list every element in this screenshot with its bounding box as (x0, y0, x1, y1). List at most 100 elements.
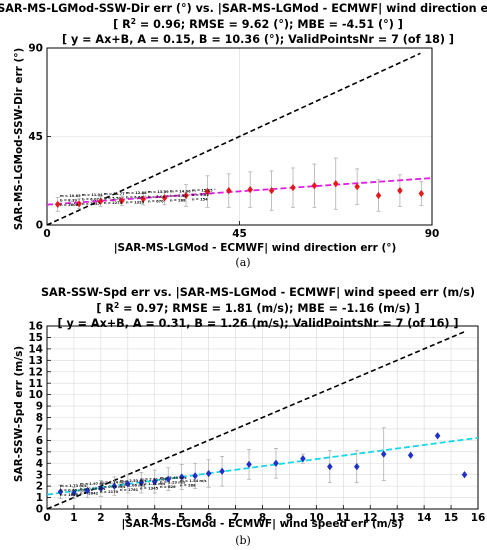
chart-b-stat-annotation: m = 2.81 m/s (140, 477, 167, 481)
chart-a-data-point (204, 187, 211, 196)
chart-b-xtick-label: 4 (151, 512, 158, 524)
chart-b-xtick-label: 5 (178, 512, 185, 524)
chart-a-xlabel: |SAR-MS-LGMod - ECMWF| wind direction er… (114, 242, 397, 254)
chart-a-axes-frame (46, 47, 433, 226)
chart-b-xtick-label: 16 (471, 512, 486, 524)
chart-b-ytick-label: 5 (36, 446, 43, 458)
chart-b-xtick-label: 13 (390, 512, 405, 524)
chart-b-ytick-label: 12 (28, 366, 43, 378)
chart-a-subtitle-suffix: = 0.96; RMSE = 9.62 (°); MBE = -4.51 (°)… (136, 18, 403, 31)
chart-a-data-point (226, 186, 232, 195)
chart-b-title: SAR-SSW-Spd err vs. |SAR-MS-LGMod - ECMW… (41, 286, 475, 299)
chart-a-data-point (183, 191, 189, 200)
chart-a-subtitle-prefix: [ R (113, 18, 131, 31)
chart-b-stat-annotation: n = 1656 (60, 493, 79, 497)
chart-a-data-point (375, 191, 382, 200)
chart-a-stat-annotation: b = 5.09 ° (148, 195, 168, 199)
chart-a-data-point (418, 189, 425, 198)
chart-b-ytick-label: 7 (36, 424, 43, 436)
chart-a-stat-annotation: b = 8.39 ° (60, 198, 80, 202)
chart-a-data-point (354, 182, 360, 191)
chart-b-panel-label: (b) (235, 534, 251, 547)
chart-a-ytick-label: 90 (28, 43, 43, 55)
chart-a-stat-annotation: m = 11.04 ° (82, 193, 106, 197)
chart-b-data-point (300, 454, 306, 463)
chart-b-stat-annotation: b = 0.86 m/s (80, 487, 105, 491)
chart-a-data-point (76, 200, 82, 208)
chart-b-identity-line (46, 330, 466, 510)
chart-a-data-point (54, 200, 61, 209)
chart-a-data-point (332, 179, 339, 188)
chart-b-stat-annotation: m = 1.73 m/s (60, 484, 87, 488)
chart-b-ytick-label: 16 (28, 321, 43, 333)
chart-b-xtick-label: 6 (205, 512, 212, 524)
chart-b-data-point (125, 480, 131, 488)
chart-b-xtick-label: 2 (97, 512, 104, 524)
chart-a-stat-annotation: n = 288 (170, 199, 186, 203)
chart-b-ytick-label: 11 (28, 378, 43, 390)
chart-a-panel-label: (a) (235, 256, 250, 269)
chart-b-ytick-label: 10 (28, 389, 43, 401)
chart-a-data-point (119, 197, 125, 205)
chart-a-ytick-label: 45 (28, 131, 43, 143)
chart-b-xtick-label: 10 (309, 512, 324, 524)
chart-a-title: SAR-MS-LGMod-SSW-Dir err (°) vs. |SAR-MS… (0, 2, 487, 15)
chart-a-stat-annotation: m = 11.77 ° (104, 192, 128, 196)
chart-b-stat-annotation: b = 0.96 m/s (100, 485, 125, 489)
chart-b-xtick-label: 8 (259, 512, 266, 524)
chart-b-data-point (138, 478, 145, 487)
chart-a-stat-annotation: n = 2608 (60, 203, 79, 207)
chart-b-data-point (273, 459, 279, 467)
chart-b-data-point (407, 451, 414, 459)
chart-a-stat-annotation: n = 670 (148, 199, 164, 203)
chart-b-ytick-label: 13 (28, 355, 43, 367)
chart-b-data-point (205, 469, 212, 478)
chart-a-plot: 0 45 90 0 45 90 n = 2608 n = 3137 n = 2274 n = 13… (28, 43, 439, 240)
chart-b-data-point (327, 462, 333, 471)
chart-a-data-point (140, 195, 147, 203)
chart-b-xtick-label: 14 (417, 512, 432, 524)
chart-a-stat-annotation: n = 3137 (82, 202, 101, 206)
chart-b-xtick-label: 12 (363, 512, 378, 524)
chart-b-subtitle-suffix: = 0.97; RMSE = 1.81 (m/s); MBE = -1.16 (… (119, 302, 419, 315)
chart-b-fit-line (46, 436, 479, 496)
chart-b-ytick-label: 0 (36, 504, 43, 516)
chart-b-plot: 0 1 2 3 4 5 6 7 8 9 10 11 12 13 14 15 160123456789101112… (28, 321, 485, 524)
chart-b-ytick-label: 9 (36, 401, 43, 413)
chart-a-data-point (311, 181, 318, 190)
chart-a-xtick-label: 45 (232, 228, 247, 240)
chart-panel-b: SAR-SSW-Spd err vs. |SAR-MS-LGMod - ECMW… (13, 286, 485, 547)
chart-a-stat-annotation: n = 1320 (126, 200, 145, 204)
chart-b-xtick-label: 11 (336, 512, 351, 524)
chart-a-stat-annotation: m = 12.88 ° (126, 191, 150, 195)
chart-b-data-point (434, 432, 441, 440)
chart-b-ytick-label: 6 (36, 435, 43, 447)
chart-b-stat-annotation: m = 1.54 m/s (180, 479, 207, 483)
chart-b-data-point (219, 467, 225, 475)
chart-b-stat-annotation: b = 1.23 m/s (160, 480, 185, 484)
chart-b-stat-annotation: n = 1345 (140, 487, 159, 491)
chart-b-ytick-label: 15 (28, 332, 43, 344)
chart-b-xtick-label: 7 (232, 512, 239, 524)
chart-a-stat-annotation: m = 10.85 ° (60, 194, 84, 198)
chart-a-ylabel: SAR-MS-LGMod-SSW-Dir err (°) (13, 48, 25, 231)
chart-a-stat-annotation: n = 2274 (104, 201, 123, 205)
chart-b-stat-annotation: b = 1.06 m/s (120, 484, 145, 488)
chart-b-stat-annotation: m = 3.40 m/s (160, 476, 187, 480)
chart-b-ylabel: SAR-SSW-Spd err (m/s) (13, 346, 25, 482)
chart-b-stat-annotation: b = 0.66 m/s (60, 488, 85, 492)
chart-b-xlabel: |SAR-MS-LGMod - ECMWF| wind speed err (m… (122, 518, 403, 530)
chart-b-stat-annotation: m = 2.53 m/s (120, 479, 147, 483)
chart-b-stat-annotation: m = 1.97 m/s (80, 482, 107, 486)
chart-b-ytick-label: 8 (36, 412, 43, 424)
chart-b-stat-annotation: n = 2170 (100, 490, 119, 494)
chart-b-stat-annotation: n = 1761 (120, 488, 139, 492)
chart-b-ytick-label: 14 (28, 343, 43, 355)
chart-b-data-point (353, 462, 360, 471)
chart-a-stat-annotation: b = 5.50 ° (104, 197, 124, 201)
chart-b-data-point (57, 488, 64, 496)
chart-panel-a: SAR-MS-LGMod-SSW-Dir err (°) vs. |SAR-MS… (0, 2, 487, 269)
chart-a-data-point (247, 185, 253, 194)
chart-b-subtitle-sup: 2 (114, 301, 119, 310)
